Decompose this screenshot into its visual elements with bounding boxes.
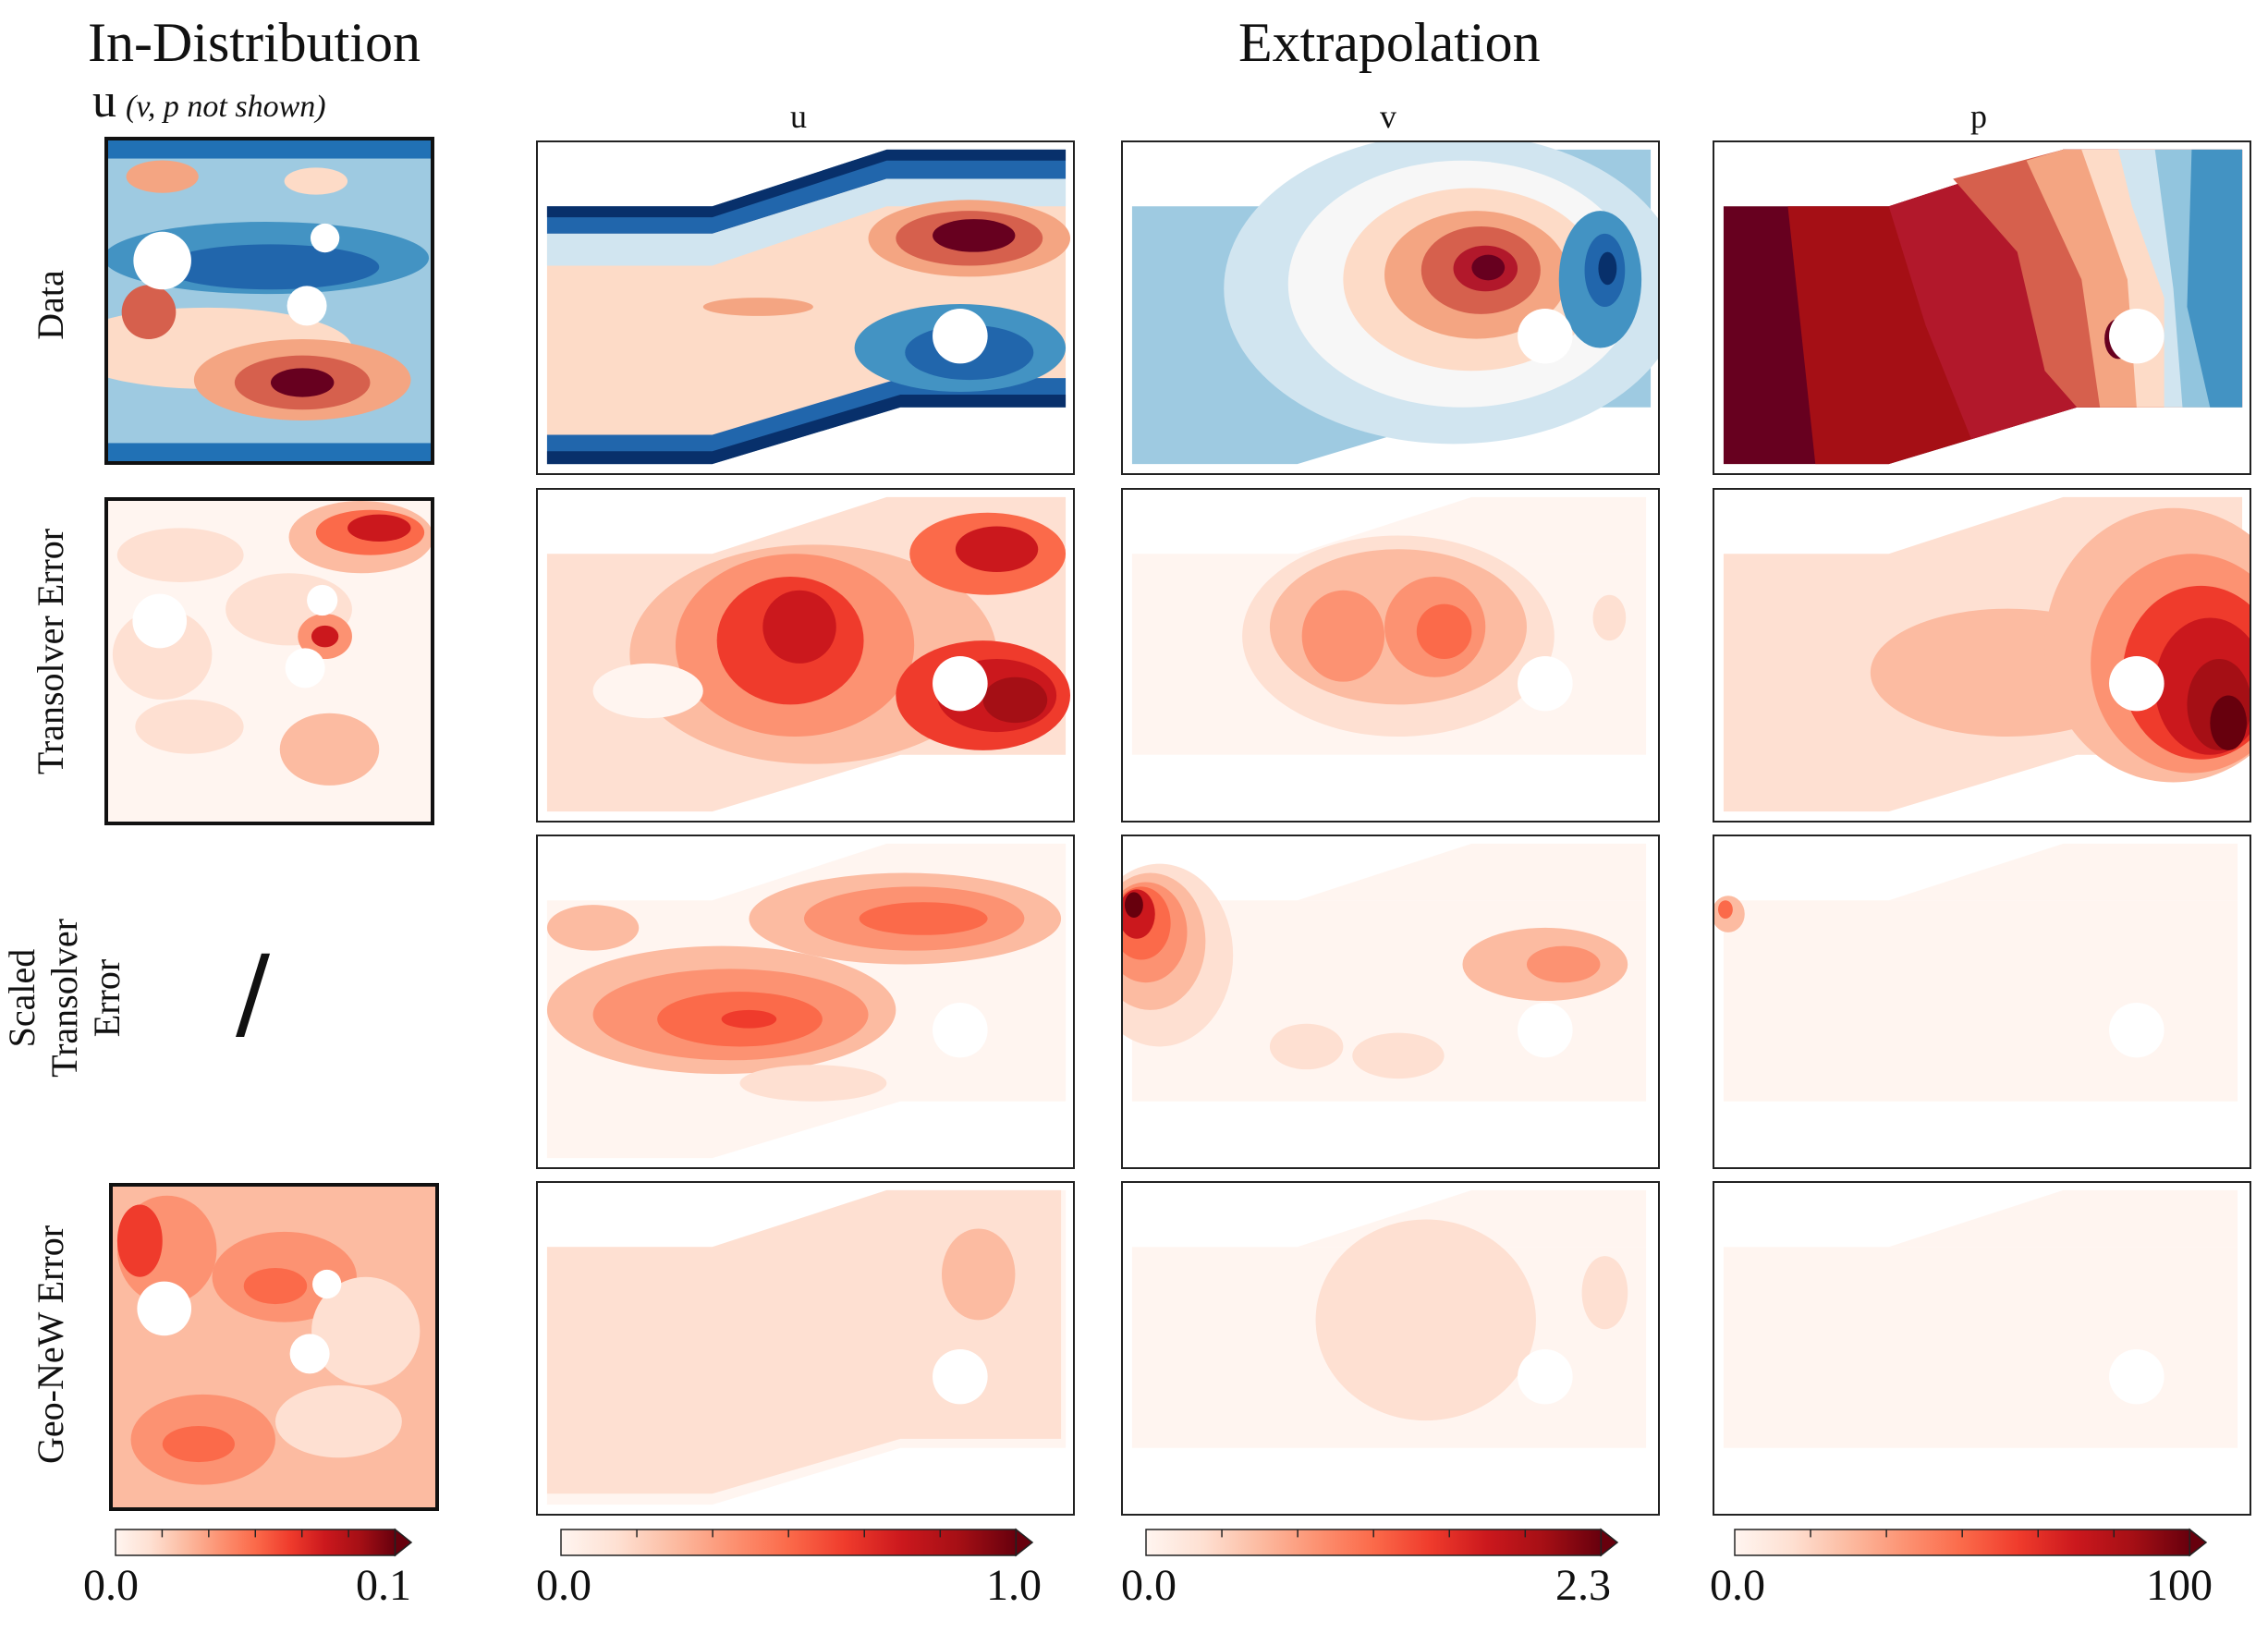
- column-label-u: u: [790, 98, 807, 135]
- panel-data-u: [536, 140, 1075, 475]
- panel-id-geo-new-error: [109, 1183, 439, 1511]
- colorbar-in-distribution: [115, 1528, 413, 1557]
- panel-transolver-error-v: [1121, 488, 1660, 823]
- panel-transolver-error-u: [536, 488, 1075, 823]
- panel-scaled-error-v: [1121, 835, 1660, 1169]
- panel-id-transolver-error: [104, 497, 434, 825]
- id-field-caption: u (v, p not shown): [92, 74, 326, 128]
- colorbar-extend-arrow: [1015, 1528, 1034, 1557]
- colorbar-v: [1145, 1528, 1619, 1557]
- row-label-geo-new-error: Geo-NeW Error: [30, 1225, 71, 1465]
- panel-geo-new-error-u: [536, 1181, 1075, 1516]
- panel-geo-new-error-p: [1713, 1181, 2251, 1516]
- row-label-transolver-error: Transolver Error: [30, 528, 71, 775]
- panel-id-data-u: [104, 137, 434, 465]
- panel-scaled-error-u: [536, 835, 1075, 1169]
- missing-panel-mark: /: [236, 933, 271, 1052]
- colorbar-p-min: 0.0: [1710, 1561, 1765, 1610]
- colorbar-extend-arrow: [2189, 1528, 2208, 1557]
- colorbar-u-max: 1.0: [986, 1561, 1042, 1610]
- colorbar-v-min: 0.0: [1121, 1561, 1177, 1610]
- panel-data-v: [1121, 140, 1660, 475]
- colorbar-in-distribution-max: 0.1: [356, 1561, 411, 1610]
- colorbar-v-max: 2.3: [1555, 1561, 1611, 1610]
- header-extrapolation: Extrapolation: [1238, 12, 1541, 73]
- id-field-label: u: [92, 75, 116, 128]
- colorbar-u: [560, 1528, 1034, 1557]
- panel-scaled-error-p: [1713, 835, 2251, 1169]
- colorbar-p: [1734, 1528, 2208, 1557]
- row-label-scaled-transolver-error: Scaled Transolver Error: [1, 919, 128, 1078]
- header-in-distribution: In-Distribution: [88, 12, 421, 73]
- colorbar-extend-arrow: [1600, 1528, 1619, 1557]
- colorbar-u-min: 0.0: [536, 1561, 591, 1610]
- panel-data-p: [1713, 140, 2251, 475]
- panel-transolver-error-p: [1713, 488, 2251, 823]
- column-label-v: v: [1380, 98, 1396, 135]
- row-label-data: Data: [30, 270, 72, 340]
- id-field-note: (v, p not shown): [126, 90, 326, 124]
- panel-geo-new-error-v: [1121, 1181, 1660, 1516]
- colorbar-p-max: 100: [2146, 1561, 2213, 1610]
- colorbar-extend-arrow: [394, 1528, 413, 1557]
- column-label-p: p: [1970, 98, 1987, 135]
- colorbar-in-distribution-min: 0.0: [83, 1561, 139, 1610]
